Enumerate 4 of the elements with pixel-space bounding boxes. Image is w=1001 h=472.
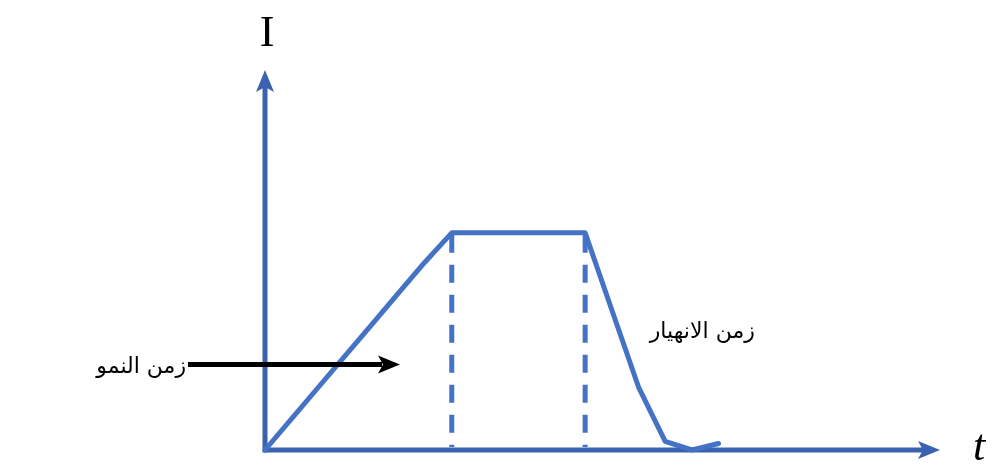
y-axis-title: I	[259, 7, 275, 56]
x-axis-title: t	[973, 421, 987, 470]
annotation: زمن الانهيار	[648, 318, 755, 344]
text: زمن النمو	[95, 352, 186, 378]
